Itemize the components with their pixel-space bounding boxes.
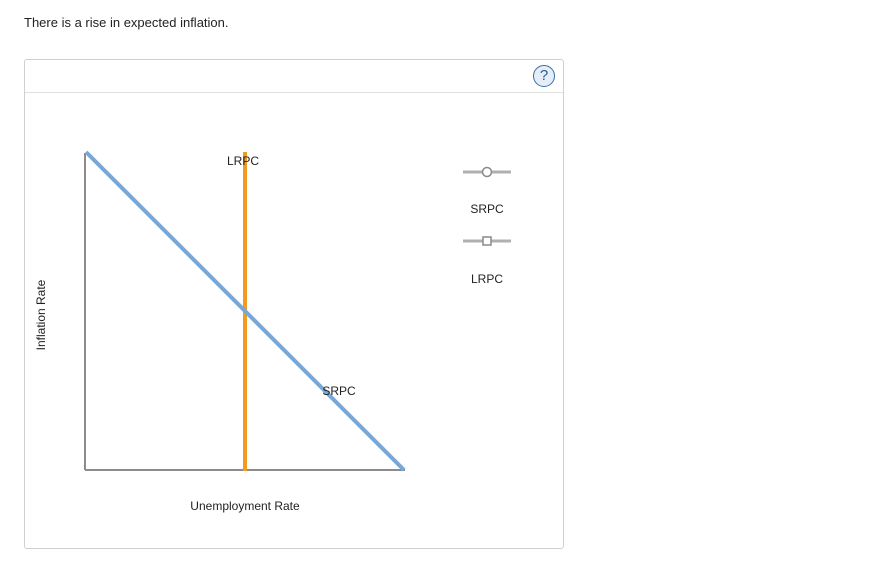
square-icon	[482, 236, 492, 246]
srpc-curve-label: SRPC	[322, 384, 356, 398]
legend-lrpc-tool[interactable]	[463, 236, 511, 246]
graph-panel: ?	[24, 59, 564, 549]
x-axis-label: Unemployment Rate	[190, 499, 300, 513]
circle-icon	[481, 166, 493, 178]
srpc-curve[interactable]	[84, 150, 406, 472]
y-axis-label: Inflation Rate	[34, 279, 48, 351]
lrpc-curve-label: LRPC	[227, 154, 259, 168]
panel-toolbar: ?	[25, 60, 563, 93]
question-prompt: There is a rise in expected inflation.	[24, 15, 229, 30]
help-button[interactable]: ?	[533, 65, 555, 87]
legend-lrpc-label: LRPC	[470, 272, 504, 286]
legend-srpc-label: SRPC	[470, 202, 504, 216]
legend-srpc-tool[interactable]	[463, 166, 511, 178]
